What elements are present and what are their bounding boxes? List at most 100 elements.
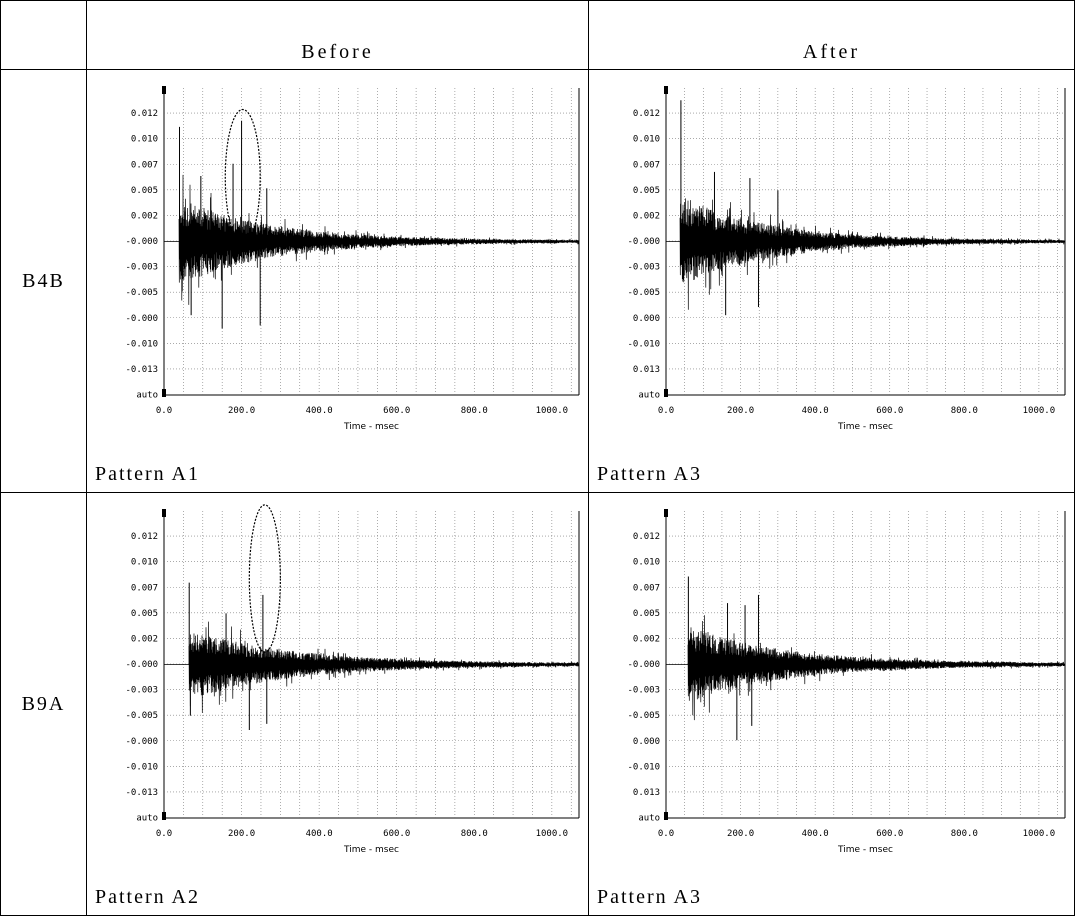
y-tick-label: -0.013 xyxy=(125,788,158,798)
pattern-caption: Pattern A2 xyxy=(95,886,200,908)
y-tick-label: 0.002 xyxy=(633,211,660,221)
corner-cell xyxy=(0,0,87,70)
x-tick-label: 200.0 xyxy=(727,406,754,416)
y-tick-label: -0.005 xyxy=(627,711,660,721)
plot-area: 0.012 0.010 0.007 0.005 0.002 -0.000 -0.003 -0.… xyxy=(627,86,1066,432)
y-tick-label: -0.010 xyxy=(125,762,158,772)
x-tick-label: 0.0 xyxy=(156,829,172,839)
y-tick-label: 0.002 xyxy=(131,211,158,221)
y-tick-label: -0.000 xyxy=(125,660,158,670)
x-axis-title: Time - msec xyxy=(343,422,399,432)
x-tick-label: 800.0 xyxy=(461,829,488,839)
y-tick-label: 0.007 xyxy=(131,160,158,170)
header-before: Before xyxy=(86,0,589,70)
pattern-caption: Pattern A1 xyxy=(95,463,200,485)
y-tick-label: -0.005 xyxy=(125,711,158,721)
y-tick-label: auto xyxy=(136,391,158,401)
y-tick-label: auto xyxy=(638,391,660,401)
chart-cell-b9a-before: 0.012 0.010 0.007 0.005 0.002 -0.000 -0.003 -0.… xyxy=(86,492,589,916)
axis-marker xyxy=(664,389,668,397)
x-tick-label: 1000.0 xyxy=(536,829,569,839)
y-tick-label: -0.010 xyxy=(627,762,660,772)
highlight-ellipse xyxy=(248,504,281,653)
y-tick-label: -0.000 xyxy=(627,237,660,247)
axis-marker xyxy=(162,812,166,820)
y-tick-label: 0.012 xyxy=(131,532,158,542)
y-tick-label: -0.013 xyxy=(125,365,158,375)
plot-area: 0.012 0.010 0.007 0.005 0.002 -0.000 -0.003 -0.… xyxy=(125,86,580,432)
y-tick-label: 0.005 xyxy=(131,186,158,196)
x-tick-label: 600.0 xyxy=(383,406,410,416)
x-tick-label: 600.0 xyxy=(383,829,410,839)
y-tick-label: 0.000 xyxy=(633,314,660,324)
row-label-b9a: B9A xyxy=(0,492,87,916)
x-tick-label: 200.0 xyxy=(228,829,255,839)
y-tick-label: -0.000 xyxy=(125,237,158,247)
x-tick-label: 1000.0 xyxy=(536,406,569,416)
axis-marker xyxy=(664,509,668,517)
y-tick-label: 0.012 xyxy=(633,109,660,119)
header-after: After xyxy=(588,0,1075,70)
y-tick-label: 0.012 xyxy=(131,109,158,119)
x-tick-label: 200.0 xyxy=(228,406,255,416)
y-tick-label: -0.005 xyxy=(125,288,158,298)
y-tick-label: -0.003 xyxy=(125,686,158,696)
x-axis-title: Time - msec xyxy=(837,422,893,432)
x-tick-label: 400.0 xyxy=(306,406,333,416)
y-tick-label: 0.007 xyxy=(131,583,158,593)
y-tick-label: -0.000 xyxy=(627,660,660,670)
y-tick-label: 0.010 xyxy=(131,135,158,145)
y-tick-label: 0.010 xyxy=(633,135,660,145)
y-tick-label: 0.007 xyxy=(633,583,660,593)
y-tick-label: 0.000 xyxy=(633,737,660,747)
header-after-label: After xyxy=(802,41,861,63)
x-tick-label: 800.0 xyxy=(951,829,978,839)
pattern-caption: Pattern A3 xyxy=(597,886,702,908)
y-tick-label: -0.003 xyxy=(627,263,660,273)
chart-cell-b4b-before: 0.012 0.010 0.007 0.005 0.002 -0.000 -0.003 -0.… xyxy=(86,69,589,493)
y-tick-label: 0.002 xyxy=(633,634,660,644)
y-tick-label: -0.003 xyxy=(627,686,660,696)
x-tick-label: 600.0 xyxy=(876,406,903,416)
x-axis-title: Time - msec xyxy=(343,845,399,855)
plot-area: 0.012 0.010 0.007 0.005 0.002 -0.000 -0.003 -0.… xyxy=(627,509,1066,855)
x-tick-label: 200.0 xyxy=(727,829,754,839)
x-tick-label: 400.0 xyxy=(306,829,333,839)
y-tick-label: 0.005 xyxy=(633,186,660,196)
y-tick-label: 0.013 xyxy=(633,788,660,798)
y-tick-label: 0.002 xyxy=(131,634,158,644)
y-tick-label: 0.010 xyxy=(633,558,660,568)
x-tick-label: 1000.0 xyxy=(1023,406,1056,416)
waveform-series xyxy=(666,615,1065,721)
y-tick-label: -0.000 xyxy=(125,737,158,747)
x-tick-label: 800.0 xyxy=(461,406,488,416)
axis-marker xyxy=(664,812,668,820)
waveform-chart-b4b-after: 0.012 0.010 0.007 0.005 0.002 -0.000 -0.003 -0.… xyxy=(627,86,1066,432)
x-tick-label: 0.0 xyxy=(156,406,172,416)
chart-cell-b4b-after: 0.012 0.010 0.007 0.005 0.002 -0.000 -0.003 -0.… xyxy=(588,69,1075,493)
y-tick-label: -0.010 xyxy=(125,339,158,349)
y-tick-label: 0.013 xyxy=(633,365,660,375)
axis-marker xyxy=(162,86,166,94)
y-tick-label: auto xyxy=(638,814,660,824)
highlight-ellipse xyxy=(224,108,261,246)
y-tick-label: 0.010 xyxy=(131,558,158,568)
pattern-caption: Pattern A3 xyxy=(597,463,702,485)
axis-marker xyxy=(162,389,166,397)
x-tick-label: 400.0 xyxy=(802,406,829,416)
waveform-chart-b4b-before: 0.012 0.010 0.007 0.005 0.002 -0.000 -0.003 -0.… xyxy=(125,86,580,432)
y-tick-label: -0.000 xyxy=(125,314,158,324)
axis-marker xyxy=(664,86,668,94)
y-tick-label: -0.003 xyxy=(125,263,158,273)
x-tick-label: 800.0 xyxy=(951,406,978,416)
y-tick-label: auto xyxy=(136,814,158,824)
row-label-b4b: B4B xyxy=(0,69,87,493)
axis-marker xyxy=(162,509,166,517)
x-axis-title: Time - msec xyxy=(837,845,893,855)
x-tick-label: 1000.0 xyxy=(1023,829,1056,839)
y-tick-label: -0.010 xyxy=(627,339,660,349)
x-tick-label: 0.0 xyxy=(658,406,674,416)
y-tick-label: 0.005 xyxy=(131,609,158,619)
x-tick-label: 600.0 xyxy=(876,829,903,839)
